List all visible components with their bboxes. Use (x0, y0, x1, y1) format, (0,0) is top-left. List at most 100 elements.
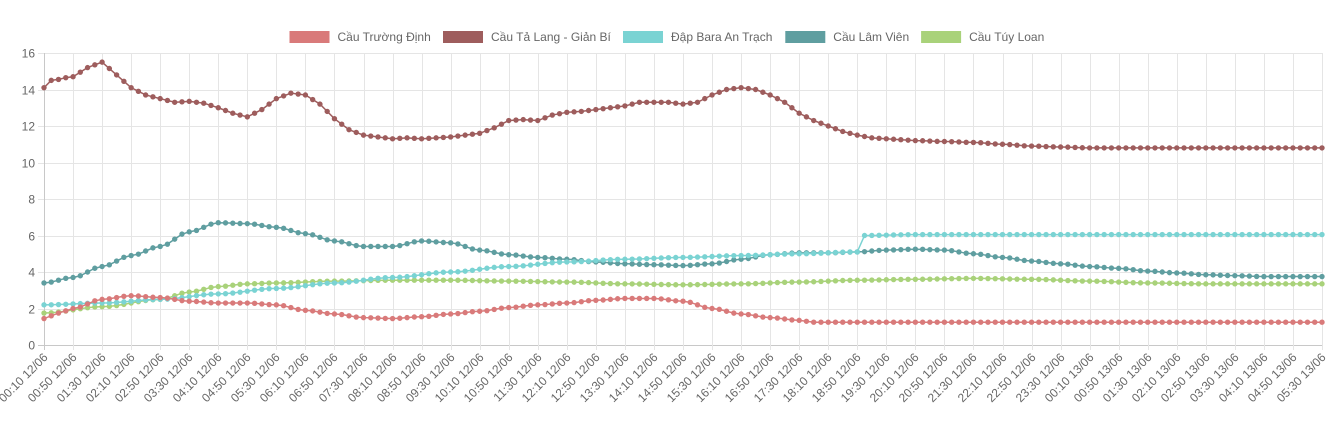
data-point[interactable] (709, 253, 715, 260)
data-point[interactable] (985, 275, 991, 282)
data-point[interactable] (251, 110, 258, 116)
data-point[interactable] (317, 234, 323, 241)
data-point[interactable] (905, 319, 911, 325)
data-point[interactable] (890, 136, 897, 142)
data-point[interactable] (527, 254, 534, 260)
data-point[interactable] (1319, 273, 1325, 280)
data-point[interactable] (520, 253, 526, 259)
data-point[interactable] (48, 77, 54, 84)
data-point[interactable] (1210, 145, 1216, 151)
data-point[interactable] (781, 251, 788, 257)
data-point[interactable] (731, 85, 737, 92)
data-point[interactable] (883, 232, 890, 238)
data-point[interactable] (716, 306, 723, 313)
data-point[interactable] (1007, 141, 1013, 148)
data-point[interactable] (585, 279, 592, 286)
data-point[interactable] (404, 314, 410, 321)
data-point[interactable] (1072, 319, 1078, 325)
data-point[interactable] (48, 279, 54, 285)
data-point[interactable] (513, 252, 519, 258)
data-point[interactable] (1166, 280, 1173, 286)
data-point[interactable] (1268, 319, 1274, 325)
data-point[interactable] (861, 277, 868, 283)
data-point[interactable] (927, 319, 933, 325)
data-point[interactable] (919, 231, 926, 238)
data-point[interactable] (629, 101, 635, 107)
data-point[interactable] (244, 114, 251, 120)
data-point[interactable] (506, 263, 512, 270)
data-point[interactable] (1007, 319, 1013, 325)
data-point[interactable] (745, 311, 752, 318)
data-point[interactable] (1203, 145, 1209, 151)
legend[interactable]: Cầu Trường Định Cầu Tả Lang - Giản Bí Đập … (289, 30, 1045, 44)
data-point[interactable] (1043, 319, 1049, 325)
data-point[interactable] (41, 84, 47, 91)
data-point[interactable] (992, 319, 998, 325)
data-point[interactable] (142, 248, 149, 254)
data-point[interactable] (1123, 319, 1129, 325)
data-point[interactable] (92, 265, 98, 271)
data-point[interactable] (919, 319, 926, 325)
data-point[interactable] (382, 315, 388, 322)
data-point[interactable] (527, 302, 534, 308)
data-point[interactable] (237, 289, 243, 295)
data-point[interactable] (520, 303, 526, 309)
data-point[interactable] (1261, 281, 1267, 287)
data-point[interactable] (643, 281, 650, 287)
data-point[interactable] (556, 300, 563, 307)
data-point[interactable] (861, 133, 868, 140)
data-point[interactable] (803, 114, 810, 120)
data-point[interactable] (643, 99, 650, 105)
data-point[interactable] (1246, 319, 1253, 325)
data-point[interactable] (542, 260, 548, 267)
data-point[interactable] (520, 263, 526, 269)
data-point[interactable] (673, 262, 679, 269)
data-point[interactable] (273, 224, 280, 230)
data-point[interactable] (280, 285, 287, 291)
data-point[interactable] (150, 245, 156, 251)
data-point[interactable] (774, 315, 781, 321)
data-point[interactable] (121, 293, 127, 299)
data-point[interactable] (1290, 145, 1296, 151)
data-point[interactable] (1261, 319, 1267, 325)
data-point[interactable] (564, 300, 570, 306)
data-point[interactable] (1253, 319, 1260, 325)
data-point[interactable] (484, 265, 490, 271)
data-point[interactable] (941, 231, 948, 238)
data-point[interactable] (1232, 272, 1238, 279)
data-point[interactable] (331, 280, 338, 286)
data-point[interactable] (658, 296, 664, 302)
data-point[interactable] (578, 279, 585, 286)
data-point[interactable] (150, 94, 156, 100)
data-point[interactable] (1115, 145, 1122, 151)
data-point[interactable] (41, 302, 47, 308)
data-point[interactable] (752, 86, 759, 93)
data-point[interactable] (1203, 231, 1209, 238)
data-point[interactable] (237, 220, 243, 227)
data-point[interactable] (651, 295, 657, 302)
data-point[interactable] (237, 281, 243, 287)
data-point[interactable] (985, 231, 991, 238)
data-point[interactable] (1312, 231, 1318, 238)
data-point[interactable] (208, 284, 214, 291)
data-point[interactable] (121, 78, 127, 84)
data-point[interactable] (99, 296, 105, 303)
data-point[interactable] (956, 231, 962, 238)
data-point[interactable] (941, 138, 948, 145)
data-point[interactable] (1181, 145, 1187, 151)
data-point[interactable] (186, 298, 192, 304)
data-point[interactable] (1261, 273, 1267, 280)
data-point[interactable] (1057, 319, 1064, 325)
data-point[interactable] (433, 312, 439, 319)
data-point[interactable] (556, 110, 563, 117)
data-point[interactable] (542, 254, 548, 261)
data-point[interactable] (222, 220, 229, 226)
data-point[interactable] (106, 262, 113, 268)
data-point[interactable] (1275, 319, 1282, 325)
data-point[interactable] (1072, 278, 1078, 284)
data-point[interactable] (1217, 319, 1224, 325)
data-point[interactable] (1036, 143, 1042, 149)
data-point[interactable] (186, 289, 192, 295)
data-point[interactable] (941, 276, 948, 282)
data-point[interactable] (1079, 278, 1086, 284)
